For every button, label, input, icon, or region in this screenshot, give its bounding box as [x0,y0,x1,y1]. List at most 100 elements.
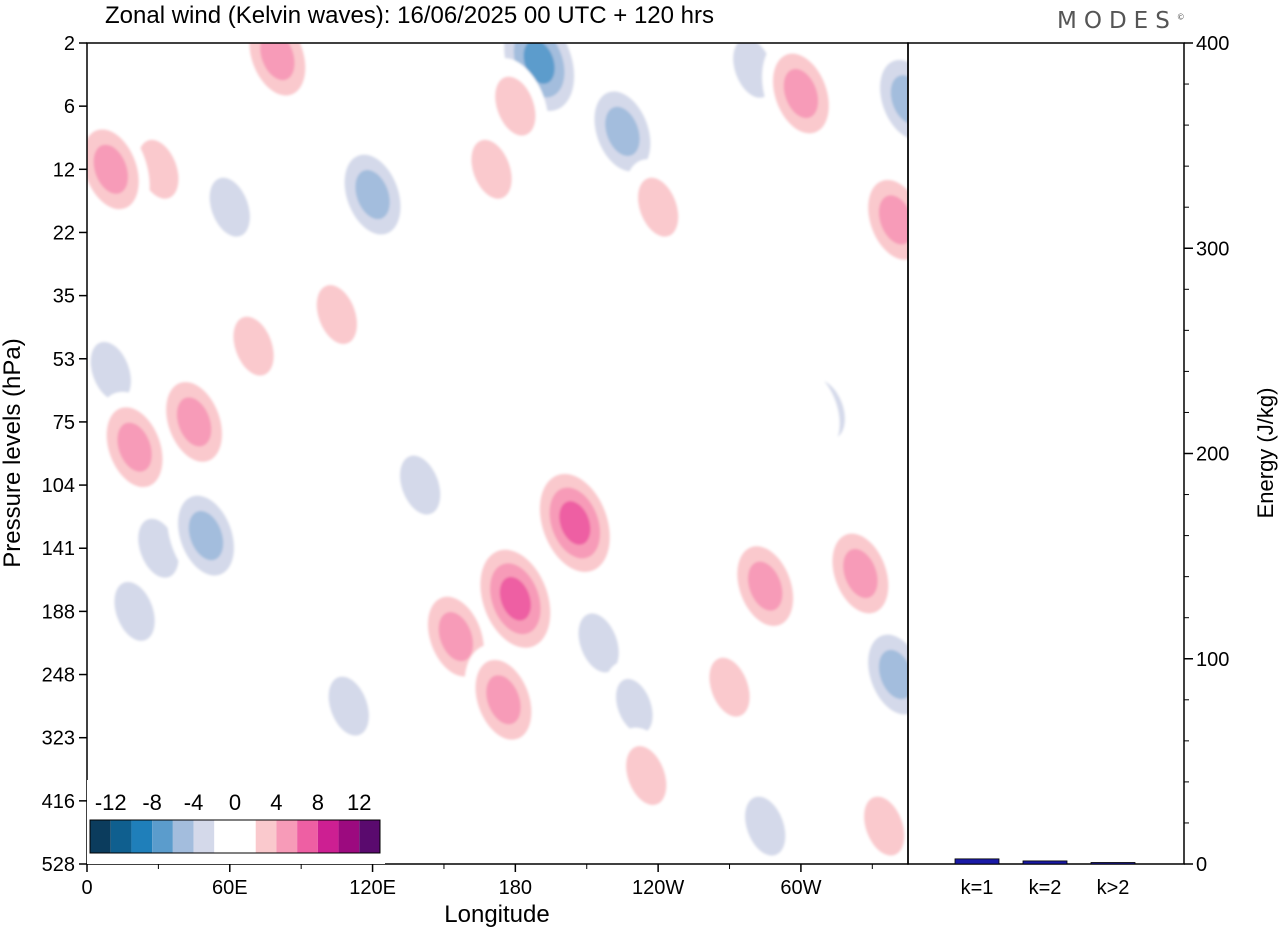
x-axis-label: Longitude [444,901,549,928]
contour-blob [495,76,536,136]
colorbar-swatch [338,820,360,853]
y-tick-label: 323 [42,728,75,750]
energy-category-label: k=1 [961,877,994,899]
chart-title: Zonal wind (Kelvin waves): 16/06/2025 00… [105,2,714,29]
colorbar-legend: -12 -8 -4 0 4 8 12 [87,780,385,864]
y-tick-label: 22 [53,222,75,244]
energy-tick-label: 400 [1196,33,1229,55]
x-tick-label: 0 [81,877,92,899]
contour-blob [605,106,640,157]
contour-blob [878,195,908,245]
y-tick-label: 248 [42,665,75,687]
contour-blob [138,518,179,578]
x-tick-label: 60W [780,877,821,899]
contour-layer [87,43,908,864]
contour-blob [90,341,131,401]
contour-blob [559,501,591,545]
y-tick-label: 6 [64,96,75,118]
colorbar-swatch [172,820,194,853]
energy-category-label: k=2 [1029,877,1062,899]
colorbar-tick-label: 8 [312,790,324,815]
y-tick-label: 416 [42,791,75,813]
contour-blob [188,510,224,561]
colorbar-swatch [276,820,298,853]
contour-blob [233,316,274,376]
energy-bar [1022,860,1068,865]
colorbar-swatch [90,820,111,853]
colorbar-tick-label: 4 [270,790,282,815]
colorbar-swatch [193,820,215,853]
y-tick-label: 75 [53,412,75,434]
contour-blob [615,678,653,734]
x-tick-label: 60E [212,877,248,899]
energy-panel-frame [907,42,1185,865]
y-tick-label: 528 [42,854,75,876]
energy-tick-label: 300 [1196,238,1229,260]
contour-blob [709,657,750,717]
colorbar-tick-label: -8 [142,790,162,815]
pressure-axis: 2 6 12 22 35 53 75 104 141 188 248 323 416 528 [42,33,87,876]
modes-logo: MODES© [1057,8,1185,34]
contour-blob [298,539,352,621]
contour-blob [176,397,212,447]
contour-blob [93,144,129,194]
contour-blob [878,649,908,700]
y-tick-label: 2 [64,33,75,55]
contour-blob [316,285,358,345]
colorbar-tick-label: -12 [95,790,127,815]
energy-bar [954,858,1000,865]
colorbar-tick-label: -4 [184,790,204,815]
contour-blob [843,548,878,599]
energy-tick-label: 200 [1196,444,1229,466]
contour-blob [747,561,783,611]
contour-blob [209,177,250,237]
colorbar-swatch [297,820,318,853]
contour-blob [499,576,531,621]
contour-blob [355,169,390,220]
colorbar-tick-label: 0 [229,790,241,815]
contour-blob [328,676,369,736]
colorbar-tick-label: 12 [347,790,371,815]
contour-blob [523,43,555,84]
contour-blob [578,613,619,673]
y-tick-label: 188 [42,601,75,623]
contour-blob [637,177,679,237]
colorbar-swatch [255,820,277,853]
contour-blob [117,422,152,472]
y-tick-label: 12 [53,159,75,181]
contour-blob [785,368,840,450]
energy-bars: k=1 k=2 k>2 [954,858,1136,899]
heatmap-area [87,43,908,864]
energy-tick-label: 0 [1196,854,1207,876]
contour-blob [399,455,441,515]
colorbar-swatch [235,820,256,853]
x-tick-label: 120W [632,877,684,899]
contour-blob [114,581,155,641]
contour-blob [438,612,474,662]
contour-blob [864,796,905,856]
colorbar-frame [89,819,381,854]
colorbar-swatch [317,820,339,853]
y-tick-label: 141 [42,538,75,560]
contour-blob [745,796,786,856]
contour-blob [879,59,908,140]
colorbar-swatch [359,820,380,853]
energy-axis-label: Energy (J/kg) [1253,388,1278,519]
colorbar-swatch [110,820,132,853]
colorbar-swatch [214,820,235,853]
contour-blob [464,318,519,400]
energy-category-label: k>2 [1097,877,1130,899]
contour-blob [783,68,819,119]
x-tick-label: 120E [349,877,396,899]
y-tick-label: 35 [53,286,75,308]
energy-tick-label: 100 [1196,649,1229,671]
y-tick-label: 104 [42,475,75,497]
energy-bar [1090,862,1136,865]
contour-blob [626,746,667,806]
colorbar-swatch [152,820,173,853]
longitude-axis: 0 60E 120E 180 120W 60W [81,864,873,899]
x-tick-label: 180 [499,877,532,899]
colorbar-swatch [131,820,153,853]
y-tick-label: 53 [53,349,75,371]
